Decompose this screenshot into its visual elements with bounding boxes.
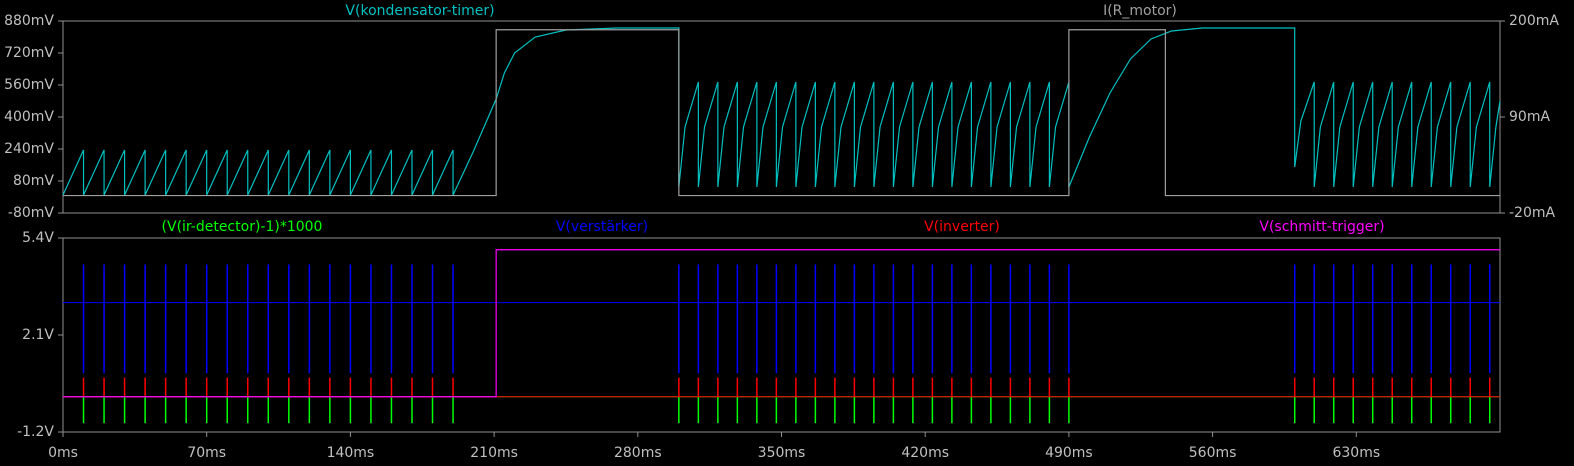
x-tick-label: 70ms bbox=[187, 445, 226, 461]
x-tick-label: 490ms bbox=[1045, 445, 1093, 461]
x-tick-label: 630ms bbox=[1332, 445, 1380, 461]
y-tick-label: -1.2V bbox=[17, 424, 54, 440]
x-tick-label: 420ms bbox=[901, 445, 949, 461]
trace bbox=[62, 27, 1501, 196]
trace-label: V(kondensator-timer) bbox=[345, 3, 494, 19]
y-tick-label: 80mV bbox=[13, 173, 54, 189]
y-tick-label: 560mV bbox=[4, 77, 54, 93]
y-tick-label: 400mV bbox=[4, 109, 54, 125]
trace-label: (V(ir-detector)-1)*1000 bbox=[162, 219, 323, 235]
y2-tick-label: 90mA bbox=[1509, 109, 1550, 125]
x-tick-label: 140ms bbox=[327, 445, 375, 461]
y-tick-label: 240mV bbox=[4, 141, 54, 157]
trace bbox=[63, 249, 1500, 398]
x-tick-label: 210ms bbox=[470, 445, 518, 461]
x-tick-label: 350ms bbox=[758, 445, 806, 461]
y-tick-label: -80mV bbox=[8, 205, 55, 221]
y2-tick-label: -20mA bbox=[1509, 205, 1556, 221]
trace-label: I(R_motor) bbox=[1103, 3, 1177, 19]
trace-label: V(inverter) bbox=[924, 219, 1000, 235]
y-tick-label: 720mV bbox=[4, 45, 54, 61]
y2-tick-label: 200mA bbox=[1509, 13, 1559, 29]
trace-label: V(schmitt-trigger) bbox=[1259, 219, 1384, 235]
trace-label: V(verstärker) bbox=[556, 219, 648, 235]
x-tick-label: 560ms bbox=[1189, 445, 1237, 461]
y-tick-label: 2.1V bbox=[22, 327, 54, 343]
x-tick-label: 0ms bbox=[48, 445, 78, 461]
x-tick-label: 280ms bbox=[614, 445, 662, 461]
trace bbox=[63, 29, 1500, 197]
y-tick-label: 5.4V bbox=[22, 230, 54, 246]
y-tick-label: 880mV bbox=[4, 13, 54, 29]
